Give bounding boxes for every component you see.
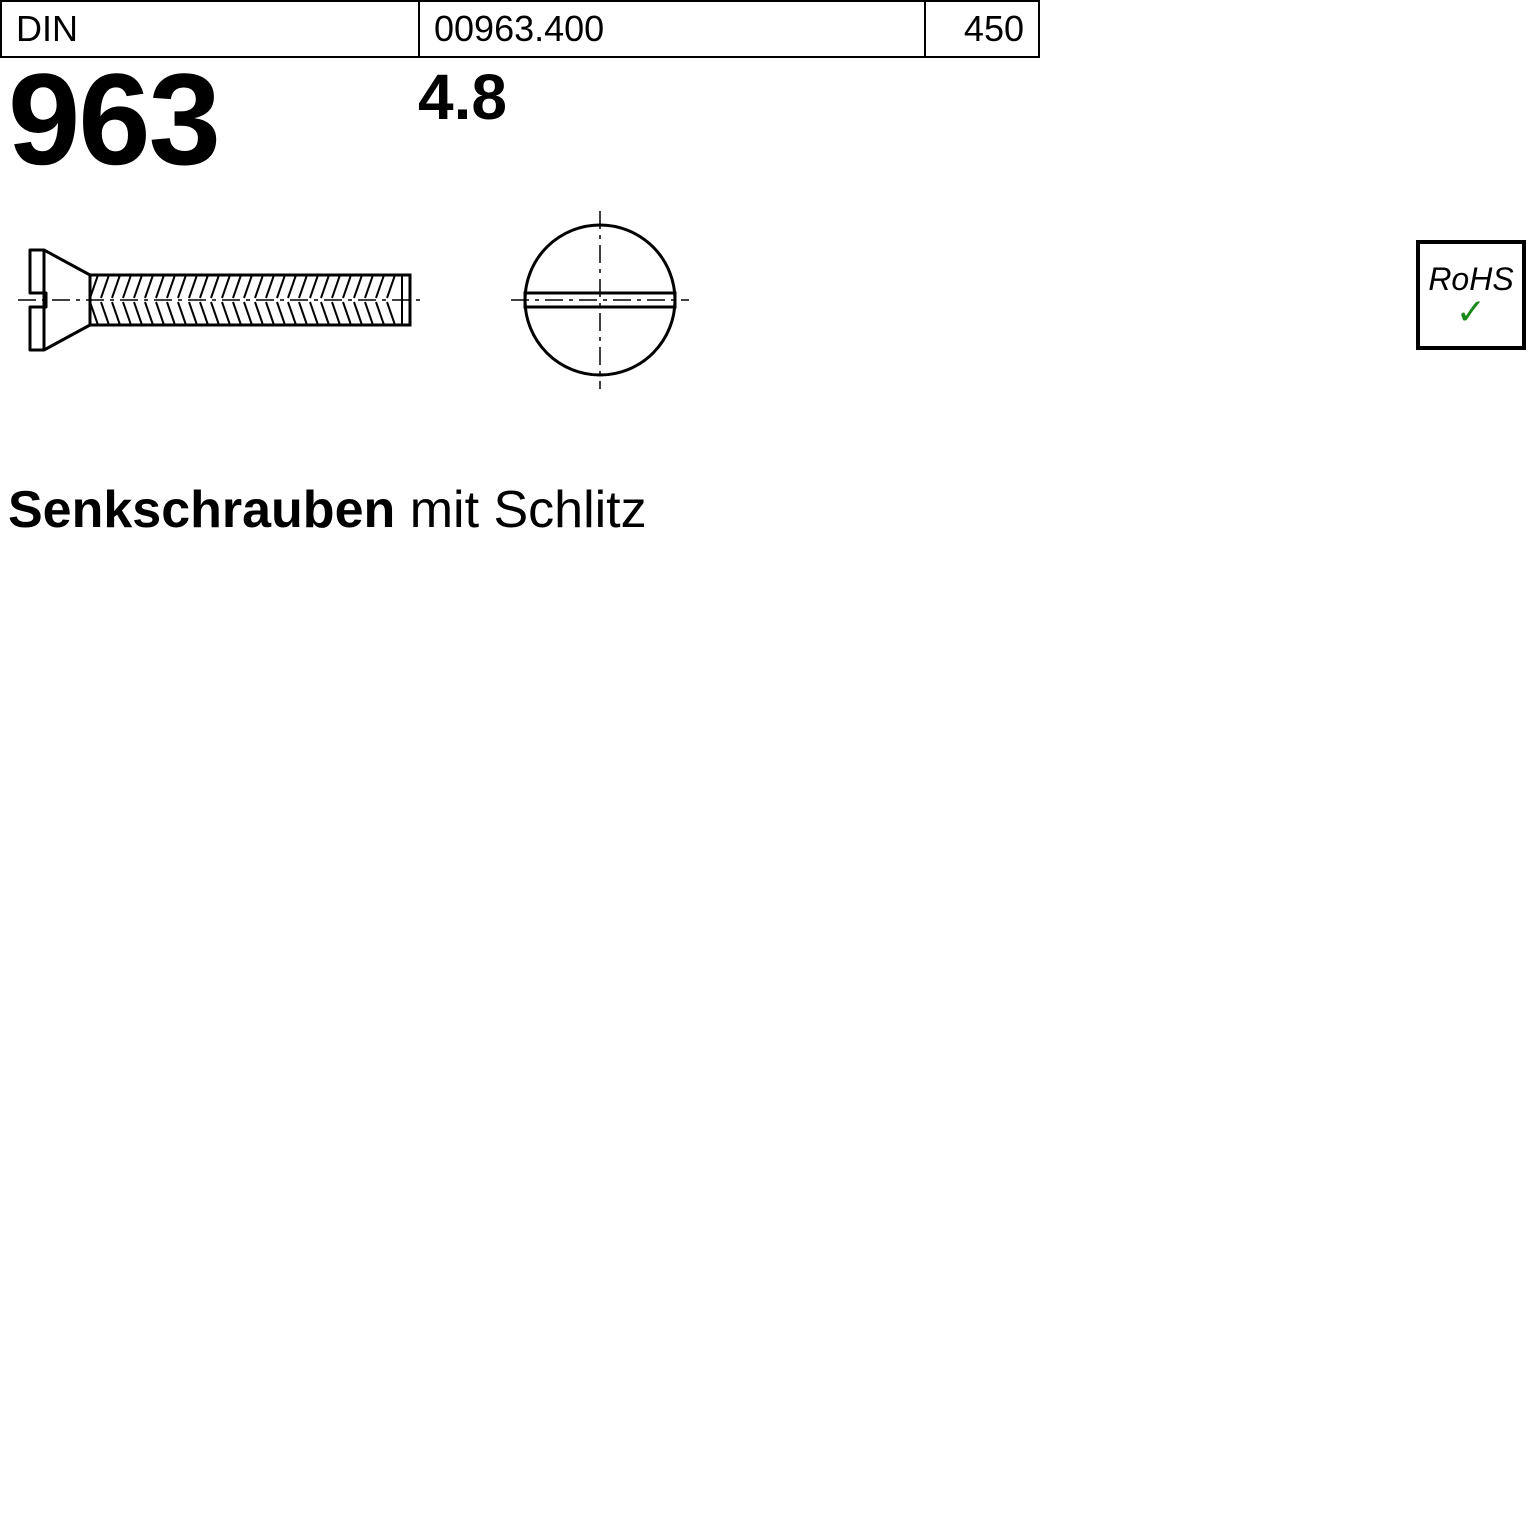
rohs-check-icon: ✓ — [1456, 294, 1486, 330]
count-value: 450 — [964, 8, 1024, 50]
screw-diagram-svg — [0, 210, 1040, 450]
header-cell-count: 450 — [924, 0, 1040, 58]
title-bold: Senkschrauben — [8, 481, 395, 539]
title-rest: mit Schlitz — [395, 481, 646, 539]
diagram-area — [0, 210, 1040, 450]
code-value: 00963.400 — [434, 8, 604, 50]
strength-grade: 4.8 — [418, 60, 507, 134]
page: DIN 00963.400 450 963 4.8 RoHS ✓ Senksch… — [0, 0, 1536, 1536]
header-cell-code: 00963.400 — [418, 0, 924, 58]
product-title: Senkschrauben mit Schlitz — [8, 480, 647, 540]
standard-number: 963 — [8, 44, 219, 194]
rohs-badge: RoHS ✓ — [1416, 240, 1526, 350]
